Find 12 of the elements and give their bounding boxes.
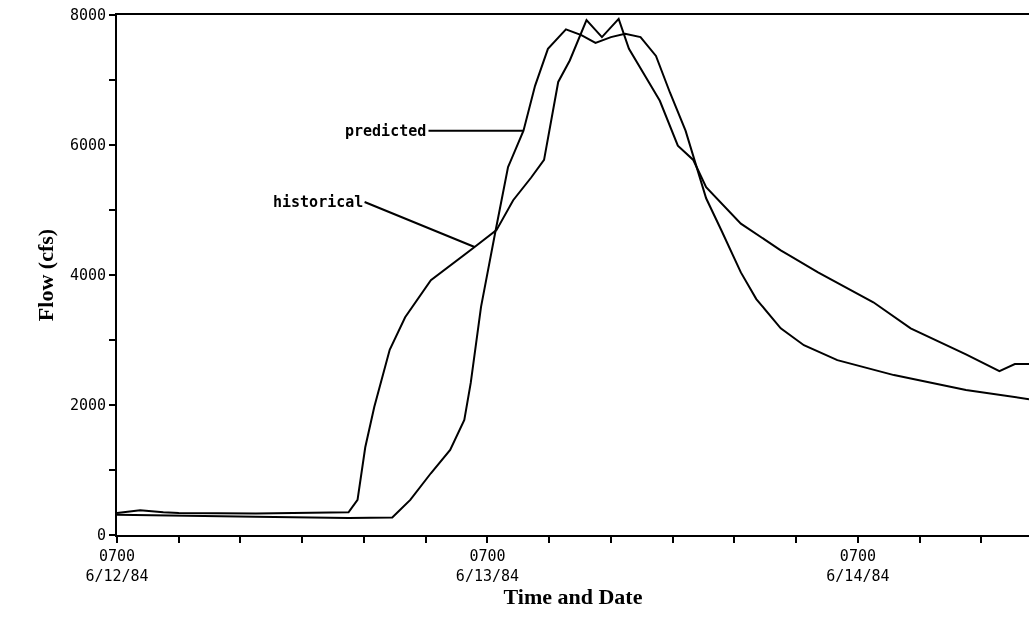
x-axis-title: Time and Date bbox=[503, 584, 643, 610]
annotation: historical bbox=[273, 193, 364, 211]
y-tick-label: 2000 bbox=[69, 396, 106, 415]
y-axis-title: Flow (cfs) bbox=[33, 228, 59, 322]
x-tick-label: 0700 6/14/84 bbox=[826, 547, 890, 585]
x-tick-label: 0700 6/12/84 bbox=[85, 547, 149, 585]
x-tick-label: 0700 6/13/84 bbox=[455, 547, 520, 585]
annotation: predicted bbox=[345, 122, 427, 140]
y-tick-label: 4000 bbox=[69, 266, 106, 285]
y-tick-label: 0 bbox=[96, 526, 106, 545]
y-tick-label: 8000 bbox=[69, 6, 106, 25]
y-tick-label: 6000 bbox=[69, 136, 106, 155]
